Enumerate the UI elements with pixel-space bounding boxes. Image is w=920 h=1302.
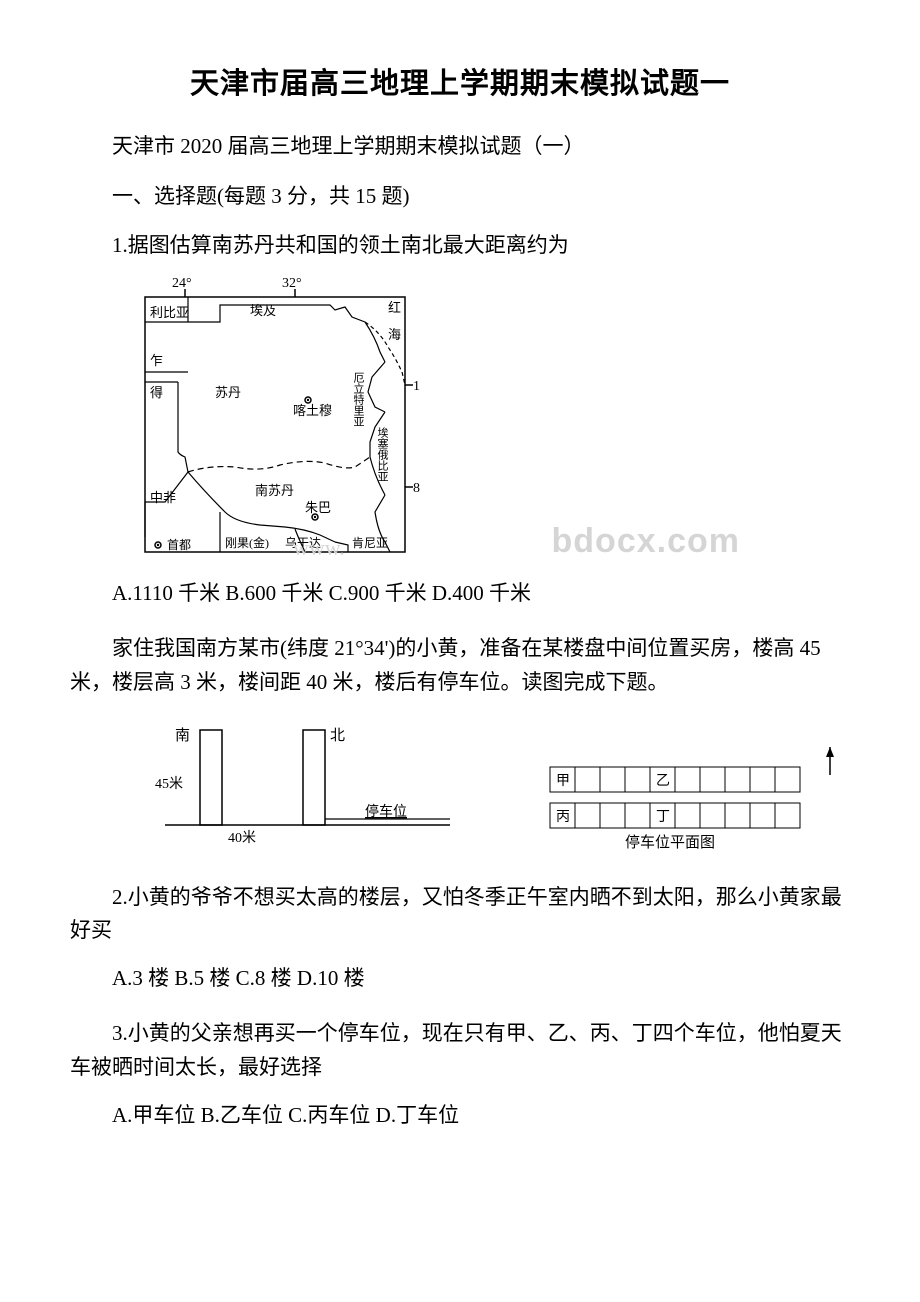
map-legend-capital: 首都 bbox=[167, 538, 191, 552]
map-label-sudan: 苏丹 bbox=[215, 385, 241, 400]
label-north: 北 bbox=[330, 727, 345, 744]
map-label-egypt: 埃及 bbox=[250, 303, 276, 318]
map-label-libya: 利比亚 bbox=[150, 305, 189, 320]
parking-row-2: 丙 丁 bbox=[550, 803, 800, 828]
parking-caption: 停车位平面图 bbox=[625, 834, 715, 850]
lat-16: 16° bbox=[413, 379, 420, 394]
subtitle: 天津市 2020 届高三地理上学期期末模拟试题（一） bbox=[70, 130, 850, 164]
lat-8: 8° bbox=[413, 481, 420, 496]
label-south: 南 bbox=[175, 727, 190, 744]
question-2: 2.小黄的爷爷不想买太高的楼层，又怕冬季正午室内晒不到太阳，那么小黄家最好买 bbox=[70, 881, 850, 948]
label-parking: 停车位 bbox=[365, 803, 407, 820]
lon-24: 24° bbox=[172, 277, 192, 291]
map-label-juba: 朱巴 bbox=[305, 500, 331, 515]
section-heading: 一、选择题(每题 3 分，共 15 题) bbox=[70, 180, 850, 214]
label-height: 45米 bbox=[155, 776, 183, 792]
label-distance: 40米 bbox=[228, 830, 256, 846]
parking-bing: 丙 bbox=[556, 810, 570, 825]
q3-options: A.甲车位 B.乙车位 C.丙车位 D.丁车位 bbox=[70, 1099, 850, 1133]
map-label-ssudan: 南苏丹 bbox=[255, 483, 294, 498]
parking-yi: 乙 bbox=[656, 773, 670, 789]
map-label-eritrea: 厄立特里亚 bbox=[352, 371, 365, 426]
q1-options: A.1110 千米 B.600 千米 C.900 千米 D.400 千米 bbox=[70, 577, 850, 611]
map-label-kenya: 肯尼亚 bbox=[352, 536, 388, 550]
parking-jia: 甲 bbox=[556, 774, 570, 789]
building-elevation-figure: 南 北 45米 40米 停车位 bbox=[130, 720, 450, 855]
parking-ding: 丁 bbox=[656, 810, 670, 825]
watermark-prefix: www. bbox=[293, 535, 345, 561]
q2-options: A.3 楼 B.5 楼 C.8 楼 D.10 楼 bbox=[70, 962, 850, 996]
watermark: bdocx.com bbox=[552, 522, 740, 561]
parking-svg: 甲 乙 丙 丁 停车位平面图 bbox=[530, 745, 850, 850]
map-figure: 24° 32° 16° 8° 利比亚 埃及 红 海 乍 得 苏丹 喀土穆 bbox=[130, 277, 420, 567]
map-label-deride: 得 bbox=[150, 385, 163, 400]
map-label-congo: 刚果(金) bbox=[225, 535, 269, 550]
map-label-ethiopia: 埃塞俄比亚 bbox=[376, 425, 389, 481]
parking-row-1: 甲 乙 bbox=[550, 767, 800, 792]
question-3: 3.小黄的父亲想再买一个停车位，现在只有甲、乙、丙、丁四个车位，他怕夏天车被晒时… bbox=[70, 1017, 850, 1084]
map-label-redsea-2: 海 bbox=[388, 327, 401, 342]
map-label-khartoum: 喀土穆 bbox=[293, 403, 332, 418]
page-title: 天津市届高三地理上学期期末模拟试题一 bbox=[70, 60, 850, 102]
building-svg: 南 北 45米 40米 停车位 bbox=[130, 720, 455, 850]
south-sudan-map: 24° 32° 16° 8° 利比亚 埃及 红 海 乍 得 苏丹 喀土穆 bbox=[130, 277, 420, 567]
parking-plan-figure: 甲 乙 丙 丁 停车位平面图 bbox=[530, 745, 850, 855]
intro-q2-q3: 家住我国南方某市(纬度 21°34')的小黄，准备在某楼盘中间位置买房，楼高 4… bbox=[70, 632, 850, 699]
map-label-chad: 乍 bbox=[150, 353, 163, 368]
diagrams-row: 南 北 45米 40米 停车位 甲 乙 bbox=[130, 720, 850, 855]
lon-32: 32° bbox=[282, 277, 302, 291]
map-label-redsea-1: 红 bbox=[388, 300, 401, 315]
question-1: 1.据图估算南苏丹共和国的领土南北最大距离约为 bbox=[70, 229, 850, 263]
map-label-car: 中非 bbox=[150, 490, 176, 505]
